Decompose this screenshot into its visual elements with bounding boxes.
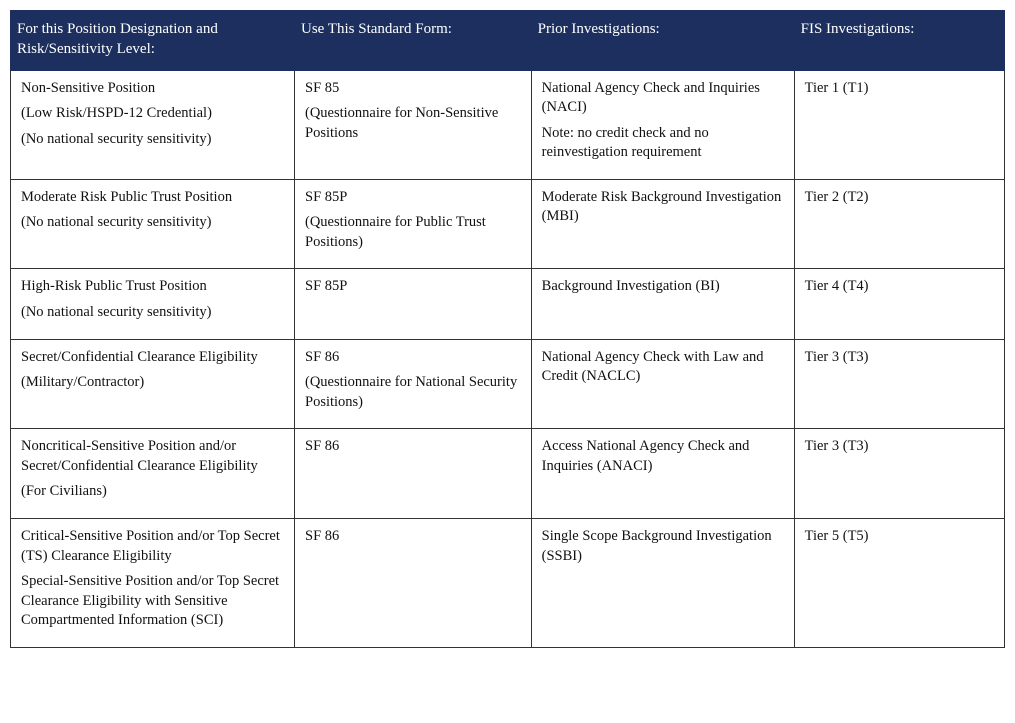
table-cell: Access National Agency Check and Inquiri… [531,429,794,519]
table-row: Secret/Confidential Clearance Eligibilit… [11,339,1005,429]
cell-line: Access National Agency Check and Inquiri… [542,437,784,476]
table-row: Non-Sensitive Position (Low Risk/HSPD-12 … [11,70,1005,179]
table-body: Non-Sensitive Position (Low Risk/HSPD-12 … [11,70,1005,647]
cell-line: (Questionnaire for National Security Pos… [305,373,521,412]
cell-line: (Questionnaire for Non-Sensitive Positio… [305,104,521,143]
table-row: High-Risk Public Trust Position (No natio… [11,269,1005,339]
table-cell: Single Scope Background Investigation (S… [531,518,794,647]
table-cell: Tier 1 (T1) [794,70,1004,179]
table-cell: SF 85 (Questionnaire for Non-Sensitive Po… [295,70,532,179]
cell-line: Single Scope Background Investigation (S… [542,527,784,566]
table-cell: Tier 3 (T3) [794,429,1004,519]
table-cell: Critical-Sensitive Position and/or Top S… [11,518,295,647]
table-row: Moderate Risk Public Trust Position (No n… [11,179,1005,269]
cell-line: (For Civilians) [21,482,284,502]
cell-line: National Agency Check and Inquiries (NAC… [542,79,784,118]
table-cell: Tier 2 (T2) [794,179,1004,269]
cell-line: SF 85P [305,277,521,297]
cell-line: Secret/Confidential Clearance Eligibilit… [21,348,284,368]
table-cell: National Agency Check and Inquiries (NAC… [531,70,794,179]
cell-line: Moderate Risk Background Investigation (… [542,188,784,227]
cell-line: Tier 3 (T3) [805,348,994,368]
table-cell: Tier 3 (T3) [794,339,1004,429]
table-cell: SF 85P [295,269,532,339]
cell-line: Background Investigation (BI) [542,277,784,297]
col-header-prior: Prior Investigations: [531,11,794,71]
table-cell: Non-Sensitive Position (Low Risk/HSPD-12 … [11,70,295,179]
cell-line: (No national security sensitivity) [21,213,284,233]
cell-line: National Agency Check with Law and Credi… [542,348,784,387]
cell-line: Critical-Sensitive Position and/or Top S… [21,527,284,566]
table-cell: SF 86 [295,429,532,519]
col-header-fis: FIS Investigations: [794,11,1004,71]
cell-line: (No national security sensitivity) [21,303,284,323]
table-cell: SF 86 (Questionnaire for National Securit… [295,339,532,429]
cell-line: (No national security sensitivity) [21,130,284,150]
table-cell: High-Risk Public Trust Position (No natio… [11,269,295,339]
clearance-table: For this Position Designation and Risk/S… [10,10,1005,648]
cell-line: Noncritical-Sensitive Position and/or Se… [21,437,284,476]
cell-line: Moderate Risk Public Trust Position [21,188,284,208]
cell-line: Note: no credit check and no reinvestiga… [542,124,784,163]
table-cell: Tier 4 (T4) [794,269,1004,339]
table-cell: National Agency Check with Law and Credi… [531,339,794,429]
col-header-form: Use This Standard Form: [295,11,532,71]
cell-line: (Military/Contractor) [21,373,284,393]
col-header-position: For this Position Designation and Risk/S… [11,11,295,71]
table-cell: Moderate Risk Background Investigation (… [531,179,794,269]
table-header-row: For this Position Designation and Risk/S… [11,11,1005,71]
cell-line: SF 86 [305,437,521,457]
table-cell: Noncritical-Sensitive Position and/or Se… [11,429,295,519]
table-cell: Moderate Risk Public Trust Position (No n… [11,179,295,269]
cell-line: Non-Sensitive Position [21,79,284,99]
cell-line: High-Risk Public Trust Position [21,277,284,297]
cell-line: Tier 2 (T2) [805,188,994,208]
cell-line: Tier 5 (T5) [805,527,994,547]
table-cell: SF 85P (Questionnaire for Public Trust Po… [295,179,532,269]
cell-line: SF 85P [305,188,521,208]
table-row: Critical-Sensitive Position and/or Top S… [11,518,1005,647]
cell-line: Tier 1 (T1) [805,79,994,99]
cell-line: SF 86 [305,348,521,368]
table-cell: Tier 5 (T5) [794,518,1004,647]
table-row: Noncritical-Sensitive Position and/or Se… [11,429,1005,519]
cell-line: (Low Risk/HSPD-12 Credential) [21,104,284,124]
cell-line: SF 86 [305,527,521,547]
cell-line: SF 85 [305,79,521,99]
table-cell: Background Investigation (BI) [531,269,794,339]
cell-line: (Questionnaire for Public Trust Position… [305,213,521,252]
cell-line: Tier 4 (T4) [805,277,994,297]
table-cell: SF 86 [295,518,532,647]
cell-line: Tier 3 (T3) [805,437,994,457]
cell-line: Special-Sensitive Position and/or Top Se… [21,572,284,631]
table-cell: Secret/Confidential Clearance Eligibilit… [11,339,295,429]
